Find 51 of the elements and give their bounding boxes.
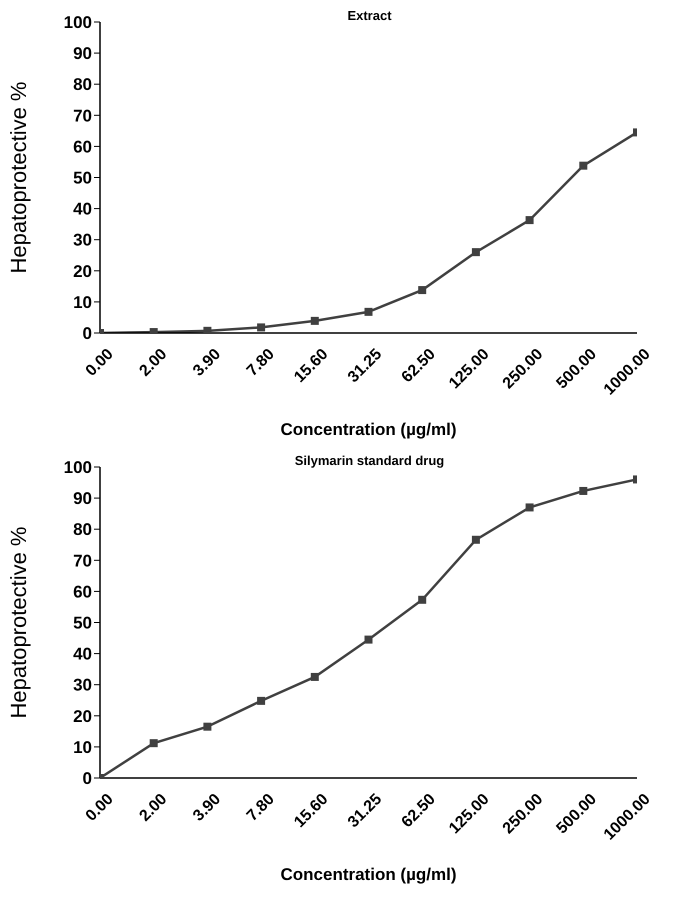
y-tick-label: 0: [82, 769, 92, 788]
point: [579, 486, 588, 495]
point: [472, 248, 480, 256]
y-tick-label: 30: [73, 230, 92, 250]
point: [150, 739, 158, 748]
y-tick-label: 90: [73, 489, 92, 508]
point: [526, 216, 534, 224]
y-tick-label: 50: [73, 168, 92, 188]
y-tick-label: 90: [73, 44, 92, 64]
point: [310, 672, 319, 681]
y-axis-title: Hepatoprotective %: [6, 526, 31, 718]
point: [203, 722, 212, 731]
x-tick-label: 0.00: [82, 346, 117, 380]
x-tick-label: 3.90: [190, 790, 224, 825]
point: [418, 596, 426, 604]
y-tick-label: 10: [73, 292, 92, 312]
y-tick-label: 0: [82, 324, 92, 344]
point: [364, 636, 372, 644]
y-tick-label: 80: [73, 520, 92, 540]
y-tick-label: 100: [64, 458, 92, 478]
y-tick-label: 60: [73, 582, 92, 602]
y-tick-label: 40: [73, 644, 92, 664]
point: [579, 162, 588, 170]
y-tick-label: 80: [73, 75, 92, 94]
x-axis-title: Concentration (µg/ml): [280, 865, 457, 884]
x-tick-label: 7.80: [244, 346, 278, 380]
y-tick-label: 10: [73, 738, 92, 757]
point: [418, 286, 426, 294]
y-tick-label: 70: [73, 106, 92, 126]
point: [526, 503, 534, 512]
y-tick-label: 70: [73, 551, 92, 570]
chart-title: Extract: [347, 8, 392, 23]
y-tick-label: 30: [73, 676, 92, 695]
y-tick-label: 60: [73, 137, 92, 156]
point: [257, 323, 266, 332]
point: [257, 696, 266, 705]
x-tick-label: 0.00: [82, 790, 117, 825]
x-axis-title: Concentration (µg/ml): [280, 420, 457, 439]
point: [203, 326, 212, 333]
point: [310, 316, 319, 325]
y-axis-title: Hepatoprotective %: [6, 82, 31, 274]
y-tick-label: 20: [73, 262, 92, 281]
x-tick-label: 7.80: [244, 790, 278, 825]
y-tick-label: 50: [73, 614, 92, 633]
point: [364, 308, 372, 316]
y-tick-label: 40: [73, 200, 92, 219]
y-tick-label: 20: [73, 706, 92, 726]
point: [472, 536, 480, 544]
y-tick-label: 100: [64, 13, 92, 32]
x-tick-label: 3.90: [190, 346, 224, 380]
chart-title: Silymarin standard drug: [294, 453, 444, 468]
